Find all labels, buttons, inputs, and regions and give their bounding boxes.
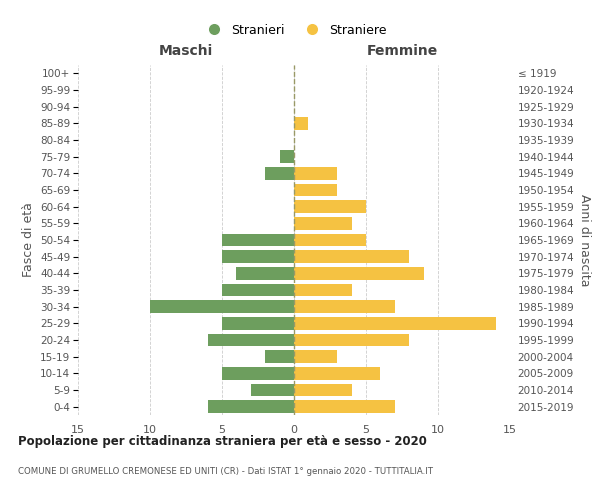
Bar [294, 334, 409, 346]
Text: Femmine: Femmine [367, 44, 437, 59]
Text: Maschi: Maschi [159, 44, 213, 59]
Bar [208, 334, 294, 346]
Bar [294, 300, 395, 313]
Bar [294, 117, 308, 130]
Bar [294, 167, 337, 179]
Bar [294, 284, 352, 296]
Bar [294, 367, 380, 380]
Bar [265, 167, 294, 179]
Bar [222, 367, 294, 380]
Bar [222, 250, 294, 263]
Bar [222, 317, 294, 330]
Text: Popolazione per cittadinanza straniera per età e sesso - 2020: Popolazione per cittadinanza straniera p… [18, 435, 427, 448]
Legend: Stranieri, Straniere: Stranieri, Straniere [196, 18, 392, 42]
Bar [294, 267, 424, 280]
Bar [251, 384, 294, 396]
Bar [222, 284, 294, 296]
Y-axis label: Fasce di età: Fasce di età [22, 202, 35, 278]
Bar [294, 317, 496, 330]
Bar [280, 150, 294, 163]
Text: COMUNE DI GRUMELLO CREMONESE ED UNITI (CR) - Dati ISTAT 1° gennaio 2020 - TUTTIT: COMUNE DI GRUMELLO CREMONESE ED UNITI (C… [18, 468, 433, 476]
Bar [294, 200, 366, 213]
Bar [294, 234, 366, 246]
Bar [150, 300, 294, 313]
Bar [294, 250, 409, 263]
Bar [294, 400, 395, 413]
Bar [294, 350, 337, 363]
Bar [294, 217, 352, 230]
Bar [294, 384, 352, 396]
Bar [236, 267, 294, 280]
Bar [208, 400, 294, 413]
Y-axis label: Anni di nascita: Anni di nascita [578, 194, 591, 286]
Bar [265, 350, 294, 363]
Bar [294, 184, 337, 196]
Bar [222, 234, 294, 246]
